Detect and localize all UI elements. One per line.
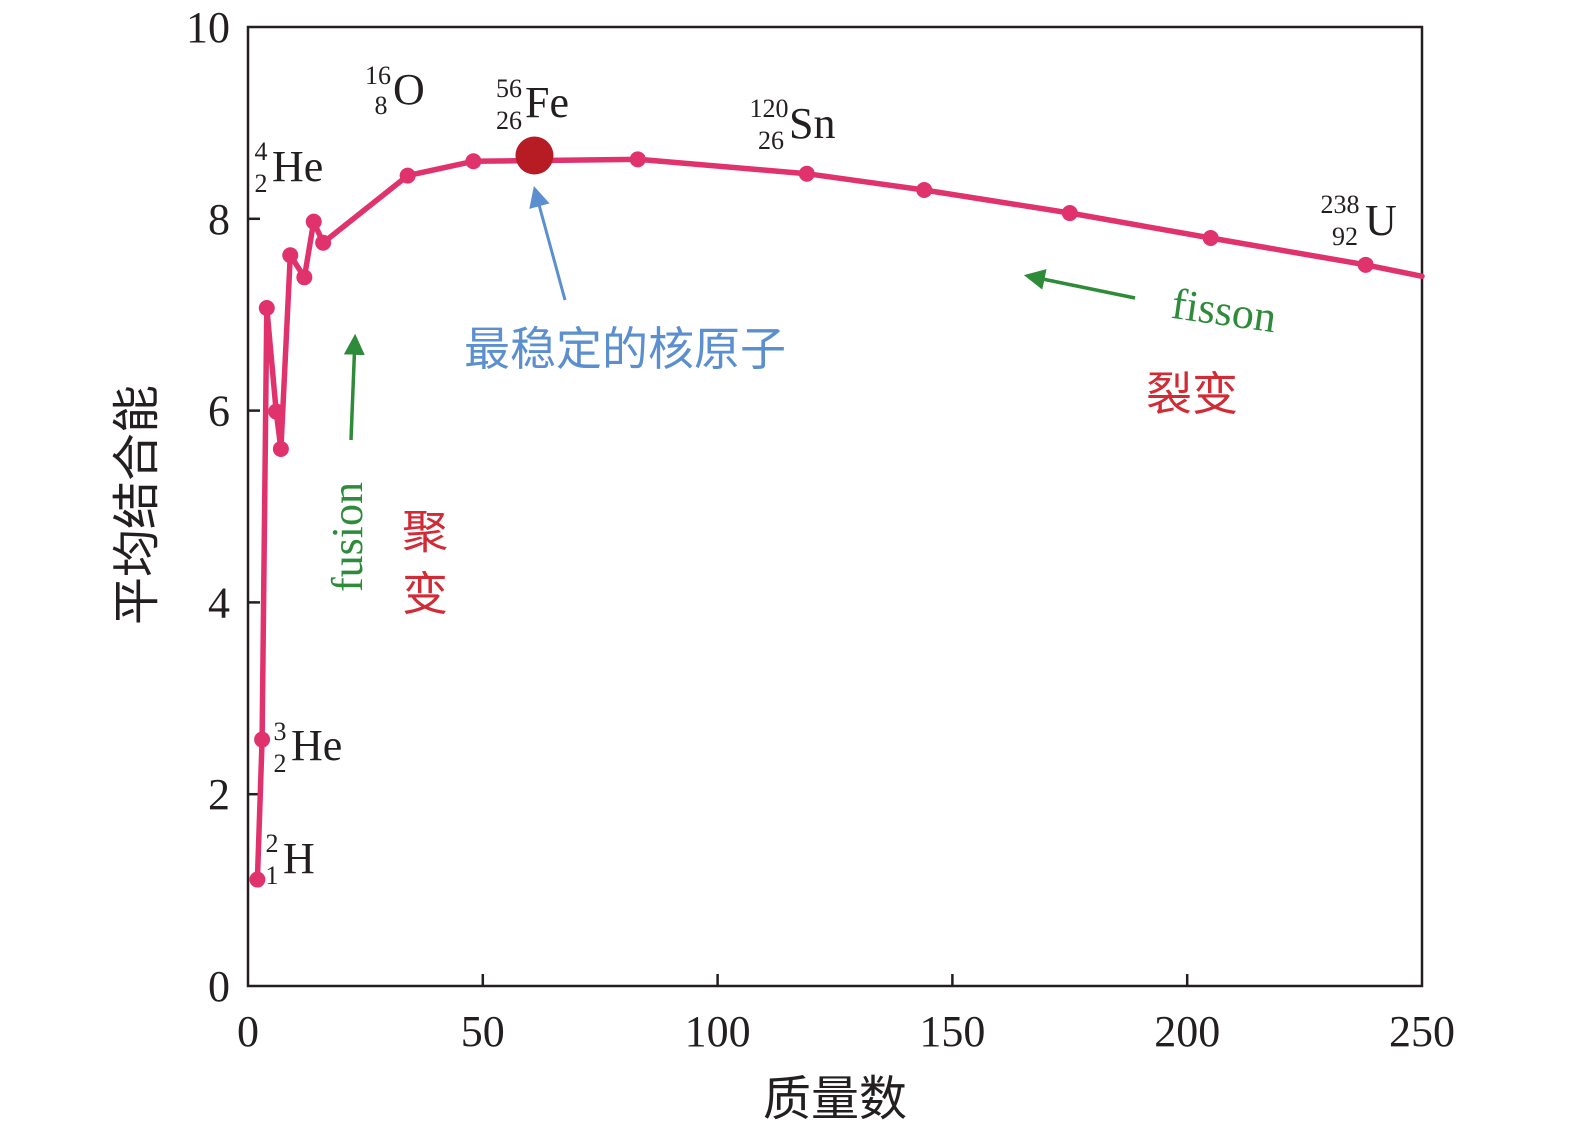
fission-zh-label: 裂变: [1146, 369, 1238, 420]
x-tick-label: 100: [685, 1007, 751, 1056]
highlight-layer: [515, 136, 554, 175]
x-tick-label: 150: [919, 1007, 985, 1056]
fusion-zh-char-1: 聚: [402, 507, 448, 558]
data-point: [916, 182, 933, 199]
nuclide-symbol: U: [1365, 196, 1397, 245]
y-tick-label: 10: [186, 3, 230, 52]
nuclide-atomic-number: 26: [496, 106, 522, 135]
y-tick-label: 8: [208, 195, 230, 244]
nuclide-mass-number: 56: [496, 74, 522, 103]
series-layer: [249, 151, 1425, 888]
nuclide-label-He4: 4 2 He: [255, 137, 324, 198]
nuclide-symbol: Fe: [525, 78, 569, 127]
nuclide-atomic-number: 1: [266, 861, 279, 890]
nuclide-symbol: He: [291, 721, 342, 770]
nuclide-mass-number: 238: [1321, 190, 1360, 219]
nuclide-label-Sn120: 120 26 Sn: [750, 94, 836, 155]
x-ticks: 0 50 100 150 200 250: [237, 974, 1455, 1056]
data-point: [1061, 205, 1078, 222]
data-point: [296, 269, 313, 286]
y-tick-label: 6: [208, 387, 230, 436]
nuclide-label-U238: 238 92 U: [1321, 190, 1397, 251]
data-point: [254, 731, 271, 748]
x-tick-label: 250: [1389, 1007, 1455, 1056]
data-point: [1357, 256, 1374, 273]
data-point: [465, 153, 482, 170]
iron-peak-point: [515, 136, 554, 175]
fusion-label: fusion: [323, 482, 372, 592]
nuclide-atomic-number: 26: [758, 126, 784, 155]
x-tick-label: 200: [1154, 1007, 1220, 1056]
data-point: [305, 213, 322, 230]
nuclide-atomic-number: 2: [255, 169, 268, 198]
nuclide-mass-number: 16: [365, 61, 391, 90]
x-tick-label: 50: [461, 1007, 505, 1056]
nuclide-mass-number: 3: [274, 717, 287, 746]
data-point: [249, 871, 266, 888]
nuclide-atomic-number: 2: [274, 749, 287, 778]
nuclide-mass-number: 4: [255, 137, 268, 166]
fusion-arrow: [343, 333, 365, 441]
y-tick-label: 4: [208, 578, 230, 627]
data-point: [282, 247, 299, 264]
most-stable-label: 最稳定的核原子: [464, 324, 786, 375]
nuclide-label-O16: 16 8 O: [365, 61, 425, 120]
nuclide-mass-number: 2: [266, 829, 279, 858]
nuclide-label-He3: 3 2 He: [274, 717, 343, 778]
most-stable-arrow: [529, 185, 567, 301]
y-tick-label: 2: [208, 770, 230, 819]
nuclide-atomic-number: 8: [375, 91, 388, 120]
y-tick-label: 0: [208, 962, 230, 1011]
data-point: [315, 234, 332, 251]
nuclide-symbol: H: [283, 834, 315, 883]
data-point: [268, 403, 285, 420]
fission-arrow: [1023, 269, 1136, 300]
nuclide-label-Fe56: 56 26 Fe: [496, 74, 569, 135]
data-point: [399, 167, 416, 184]
series-line: [254, 156, 1425, 883]
x-tick-label: 0: [237, 1007, 259, 1056]
data-point: [629, 151, 646, 168]
nuclide-label-H2: 2 1 H: [266, 829, 315, 890]
x-axis-title: 质量数: [763, 1073, 907, 1126]
data-point: [1202, 229, 1219, 246]
fission-label: fisson: [1169, 279, 1280, 342]
nuclide-mass-number: 120: [750, 94, 789, 123]
fusion-zh-char-2: 变: [402, 569, 448, 620]
data-point: [272, 440, 289, 457]
data-point: [798, 165, 815, 182]
y-ticks: 0 2 4 6 8 10: [186, 3, 260, 1011]
plot-frame: [246, 25, 1424, 988]
nuclide-atomic-number: 92: [1332, 222, 1358, 251]
nuclide-symbol: O: [393, 65, 425, 114]
nuclide-symbol: Sn: [789, 99, 835, 148]
data-point: [258, 299, 275, 316]
nuclide-symbol: He: [272, 142, 323, 191]
y-axis-title: 平均结合能: [111, 385, 164, 625]
